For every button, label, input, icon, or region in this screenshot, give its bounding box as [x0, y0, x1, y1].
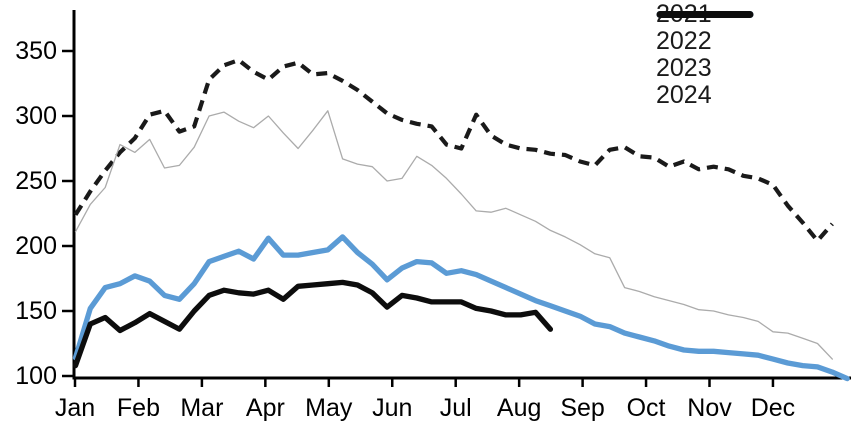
series-line-2022 — [74, 110, 833, 360]
x-tick-label-feb: Feb — [117, 394, 160, 422]
y-tick-label: 200 — [15, 232, 57, 260]
legend-swatch-2024 — [656, 11, 754, 18]
series-line-2021 — [73, 57, 834, 243]
series-line-2024 — [72, 279, 554, 369]
legend-item-2023: 2023 — [656, 11, 754, 82]
y-tick-label: 250 — [15, 167, 57, 195]
legend-label-2024: 2024 — [656, 81, 712, 109]
y-tick-label: 300 — [15, 102, 57, 130]
x-tick-label-jul: Jul — [440, 394, 472, 422]
x-tick-label-jan: Jan — [55, 394, 95, 422]
legend-item-2022: 2022 — [656, 13, 751, 55]
legend-label-2023: 2023 — [656, 54, 712, 82]
legend: 2021202220232024 — [656, 1, 754, 109]
y-tick-label: 350 — [15, 37, 57, 65]
legend-item-2024: 2024 — [656, 11, 754, 109]
x-tick-label-sep: Sep — [560, 394, 604, 422]
legend-label-2022: 2022 — [656, 27, 712, 55]
series-line-2023 — [72, 234, 850, 382]
y-tick-label: 150 — [15, 297, 57, 325]
x-tick-label-nov: Nov — [687, 394, 732, 422]
x-tick-label-apr: Apr — [246, 394, 285, 422]
x-tick-label-may: May — [305, 394, 353, 422]
x-tick-label-oct: Oct — [627, 394, 666, 422]
x-tick-label-jun: Jun — [372, 394, 412, 422]
y-tick-label: 100 — [15, 362, 57, 390]
x-tick-label-dec: Dec — [751, 394, 795, 422]
x-tick-label-mar: Mar — [180, 394, 223, 422]
x-tick-label-aug: Aug — [497, 394, 541, 422]
